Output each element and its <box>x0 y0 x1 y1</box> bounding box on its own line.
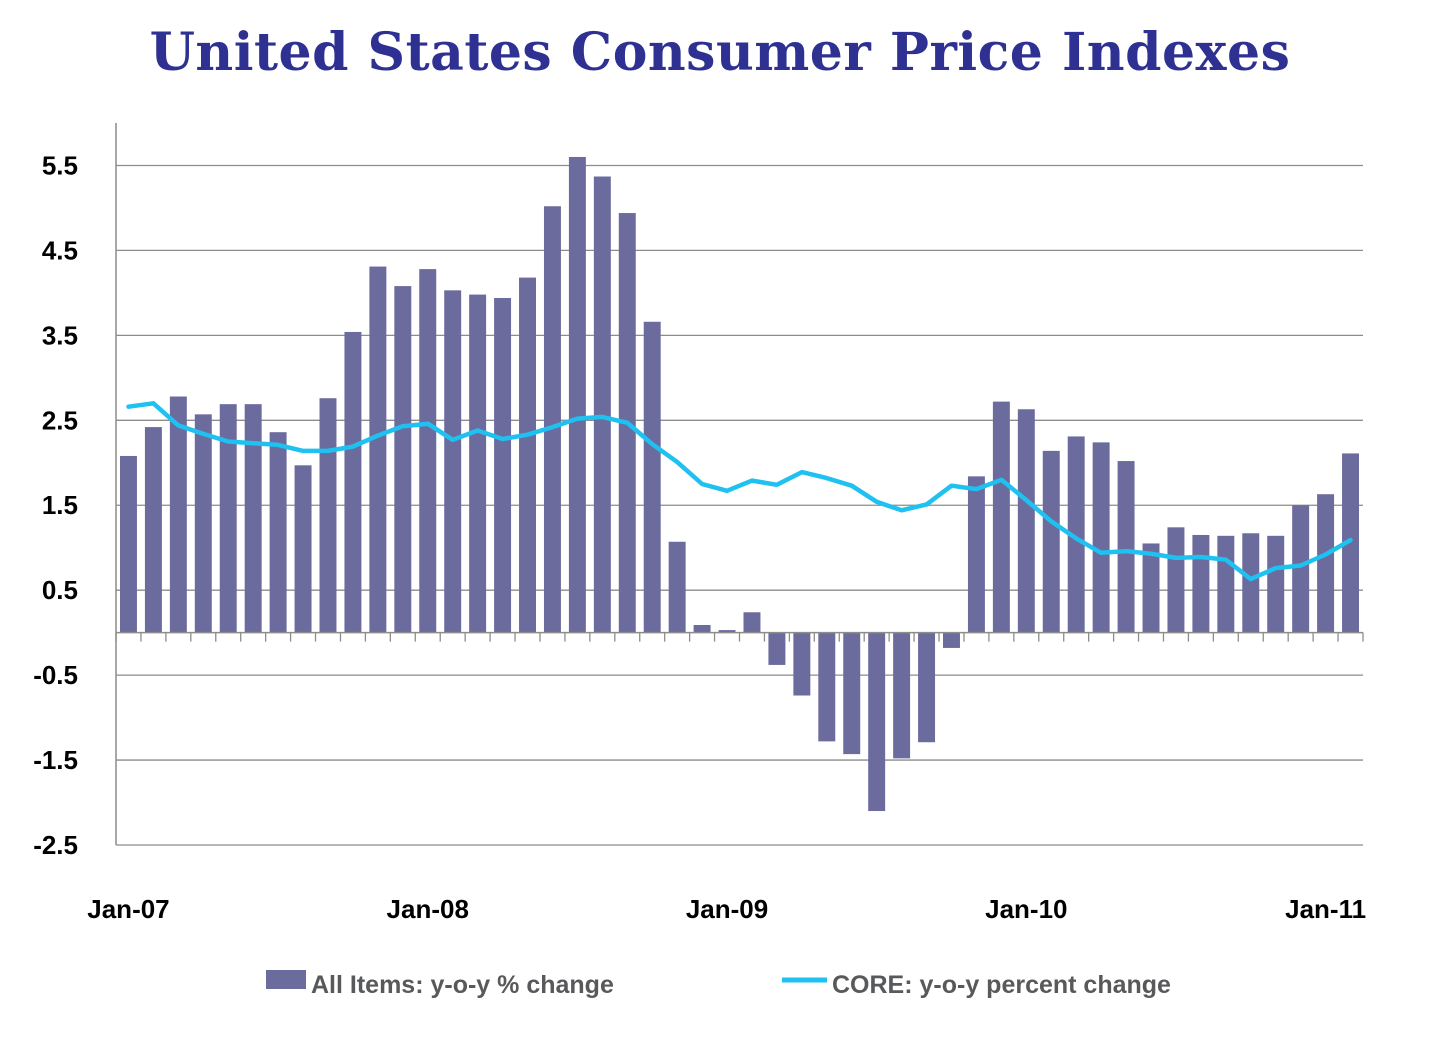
bar <box>593 176 611 633</box>
bar <box>843 632 861 755</box>
legend: All Items: y-o-y % change CORE: y-o-y pe… <box>266 970 1171 999</box>
bar <box>444 290 462 633</box>
bars-all-items <box>119 156 1360 812</box>
x-tick-label: Jan-10 <box>985 894 1067 924</box>
bar <box>1142 543 1160 633</box>
bar <box>868 632 886 812</box>
bar <box>918 632 936 743</box>
bar <box>1192 534 1210 633</box>
bar <box>1117 461 1135 633</box>
x-tick-label: Jan-11 <box>1285 894 1366 924</box>
chart-title: United States Consumer Price Indexes <box>149 22 1291 83</box>
bar <box>693 625 711 633</box>
bar <box>718 630 736 633</box>
bar <box>1317 494 1335 633</box>
bar <box>319 398 337 633</box>
y-tick-label: 2.5 <box>42 405 78 435</box>
y-tick-label: -2.5 <box>33 830 78 860</box>
y-tick-label: -1.5 <box>33 745 78 775</box>
axes <box>115 123 1364 845</box>
bar <box>992 401 1010 633</box>
bar <box>568 156 586 633</box>
bar <box>219 404 237 633</box>
y-tick-label: 3.5 <box>42 320 78 350</box>
bar <box>1217 535 1235 633</box>
legend-label-all-items: All Items: y-o-y % change <box>311 971 614 999</box>
bar <box>369 266 387 633</box>
x-tick-label: Jan-09 <box>686 894 768 924</box>
bar <box>119 455 137 633</box>
bar <box>1092 442 1110 633</box>
bar <box>643 321 661 633</box>
bar <box>1267 535 1285 633</box>
bar <box>793 632 811 696</box>
x-tick-label: Jan-08 <box>387 894 469 924</box>
x-tick-label: Jan-07 <box>87 894 169 924</box>
bar <box>1067 436 1085 633</box>
bar <box>743 612 761 633</box>
series-line-core <box>126 401 1353 582</box>
y-tick-label: -0.5 <box>33 660 78 690</box>
y-tick-label: 5.5 <box>42 150 78 180</box>
y-tick-label: 4.5 <box>42 235 78 265</box>
legend-swatch-all-items <box>266 970 306 989</box>
bar <box>419 269 437 633</box>
bar <box>144 427 162 633</box>
bar <box>1042 450 1060 633</box>
bar <box>943 632 960 648</box>
bar <box>668 541 686 633</box>
bar <box>1017 409 1035 633</box>
bar <box>344 331 362 633</box>
y-tick-labels: 5.5 4.5 3.5 2.5 1.5 0.5 -0.5 -1.5 -2.5 <box>33 150 78 860</box>
bar <box>169 396 187 633</box>
bar <box>1292 505 1310 633</box>
y-tick-label: 0.5 <box>42 575 78 605</box>
bar <box>269 432 287 633</box>
bar <box>194 414 212 633</box>
bar <box>469 294 487 633</box>
bar <box>494 297 512 633</box>
bar <box>768 632 786 665</box>
line-core <box>126 401 1353 582</box>
bar <box>394 286 412 633</box>
bar <box>818 632 836 742</box>
x-tick-labels: Jan-07 Jan-08 Jan-09 Jan-10 Jan-11 <box>87 894 1366 924</box>
bar <box>1242 533 1260 633</box>
bar <box>967 476 985 633</box>
bar <box>519 277 536 633</box>
bar <box>543 206 561 633</box>
bar <box>1342 453 1360 633</box>
bar <box>244 404 262 633</box>
bar <box>893 632 911 759</box>
y-tick-label: 1.5 <box>42 490 78 520</box>
bar <box>294 465 312 633</box>
bar <box>1167 527 1185 633</box>
legend-label-core: CORE: y-o-y percent change <box>832 971 1171 999</box>
